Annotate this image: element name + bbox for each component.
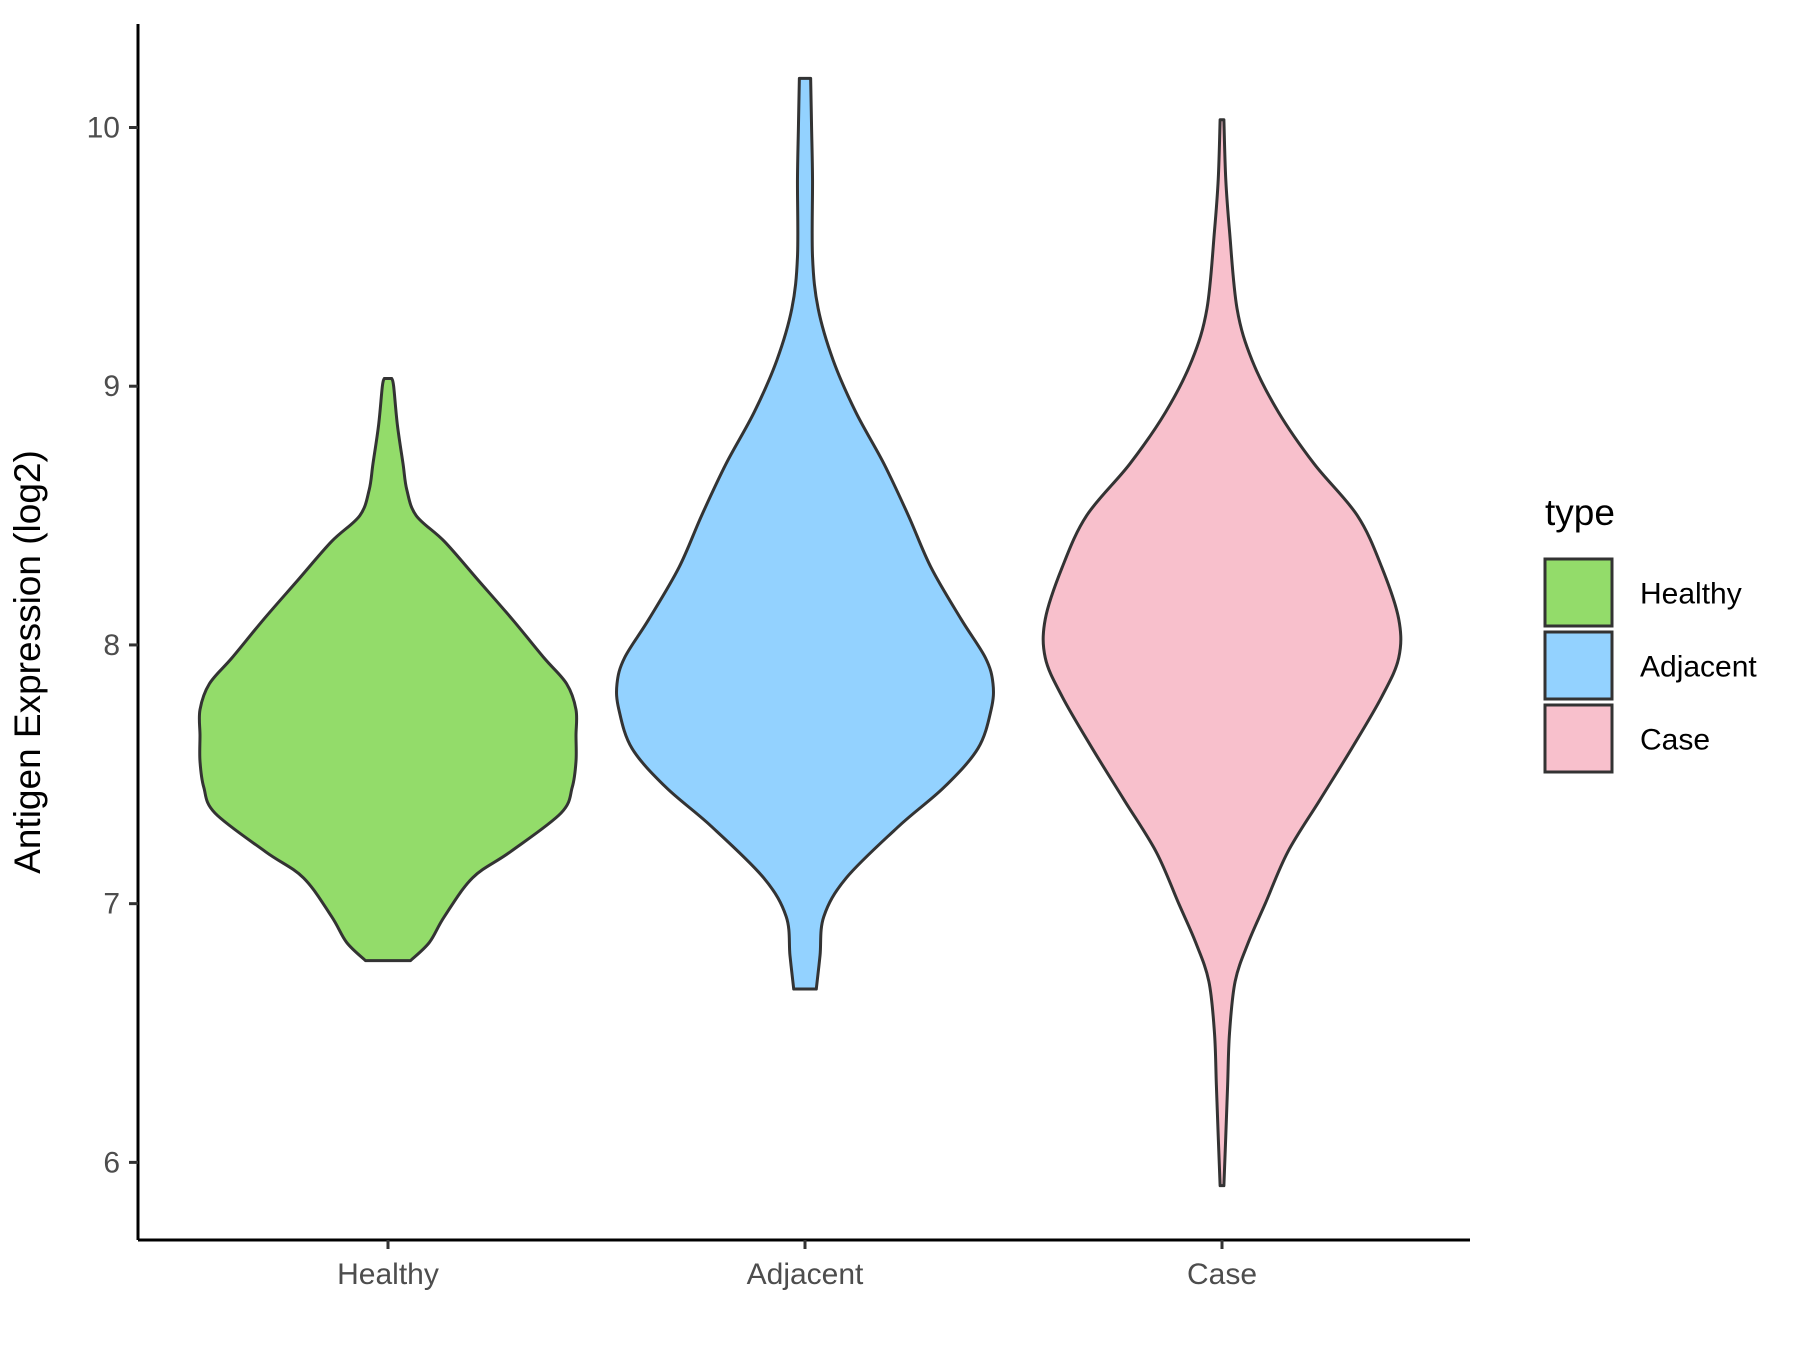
axes: 6 7 8 9 10 Healthy Adjacent Case bbox=[87, 24, 1470, 1291]
legend-label-adjacent: Adjacent bbox=[1640, 651, 1757, 684]
legend-label-case: Case bbox=[1640, 724, 1710, 757]
y-tick-label: 10 bbox=[87, 111, 120, 144]
violin-case bbox=[1041, 118, 1403, 1188]
legend-entries: Healthy Adjacent Case bbox=[1543, 557, 1757, 774]
x-tick-label: Adjacent bbox=[747, 1258, 864, 1291]
legend: type Healthy Adjacent Case bbox=[1543, 492, 1757, 774]
violin-adjacent bbox=[615, 76, 995, 991]
legend-title: type bbox=[1545, 492, 1615, 533]
y-axis-title: Antigen Expression (log2) bbox=[7, 450, 48, 874]
y-tick-label: 8 bbox=[103, 629, 120, 662]
legend-key-healthy bbox=[1543, 557, 1614, 628]
y-tick-label: 9 bbox=[103, 370, 120, 403]
legend-key-adjacent bbox=[1543, 630, 1614, 701]
x-axis-ticks: Healthy Adjacent Case bbox=[337, 1240, 1257, 1291]
x-tick-label: Case bbox=[1187, 1258, 1257, 1291]
y-tick-label: 6 bbox=[103, 1146, 120, 1179]
legend-label-healthy: Healthy bbox=[1640, 578, 1742, 611]
violin-healthy bbox=[197, 376, 579, 963]
y-axis-ticks: 6 7 8 9 10 bbox=[87, 111, 138, 1179]
violin-layer bbox=[197, 76, 1403, 1188]
y-tick-label: 7 bbox=[103, 888, 120, 921]
x-tick-label: Healthy bbox=[337, 1258, 439, 1291]
legend-key-case bbox=[1543, 703, 1614, 774]
